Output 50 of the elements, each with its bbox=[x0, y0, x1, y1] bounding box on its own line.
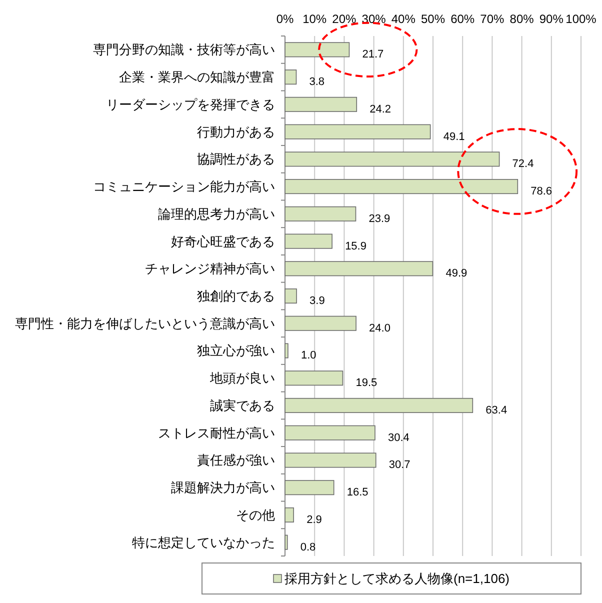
y-tick-label: 協調性がある bbox=[197, 152, 275, 167]
y-tick-label: 誠実である bbox=[210, 398, 275, 413]
y-tick-label: 特に想定していなかった bbox=[132, 534, 275, 550]
y-tick-label: 企業・業界への知識が豊富 bbox=[119, 70, 275, 85]
data-label: 49.9 bbox=[446, 268, 468, 280]
data-label: 30.4 bbox=[388, 432, 410, 444]
data-label: 78.6 bbox=[530, 186, 552, 198]
data-label: 0.8 bbox=[300, 541, 316, 554]
x-tick-label: 50% bbox=[420, 12, 446, 26]
x-tick-label: 40% bbox=[391, 12, 416, 26]
data-label: 15.9 bbox=[345, 240, 366, 252]
data-label: 24.2 bbox=[370, 103, 392, 116]
data-label: 16.5 bbox=[346, 486, 368, 499]
data-label: 1.0 bbox=[300, 350, 316, 362]
y-tick-label: ストレス耐性が高い bbox=[158, 425, 275, 440]
y-tick-label: 専門分野の知識・技術等が高い bbox=[93, 42, 275, 58]
x-tick-label: 20% bbox=[332, 12, 357, 26]
y-tick-label: その他 bbox=[236, 507, 275, 522]
x-tick-label: 70% bbox=[480, 12, 505, 26]
y-tick-label: 地頭が良い bbox=[209, 370, 275, 386]
legend: 採用方針として求める人物像(n=1,106) bbox=[202, 562, 582, 594]
data-label: 72.4 bbox=[512, 158, 534, 170]
x-tick-label: 80% bbox=[510, 12, 534, 26]
data-label: 2.9 bbox=[306, 514, 322, 526]
y-tick-label: 独立心が強い bbox=[197, 343, 275, 358]
data-label: 30.7 bbox=[388, 459, 410, 472]
y-tick-label: 行動力がある bbox=[197, 124, 275, 140]
y-tick-label: 論理的思考力が高い bbox=[158, 206, 275, 222]
y-tick-label: リーダーシップを発揮できる bbox=[106, 96, 275, 112]
y-tick-label: 課題解決力が高い bbox=[171, 480, 275, 496]
data-label: 3.9 bbox=[310, 295, 325, 307]
data-label: 24.0 bbox=[369, 322, 390, 334]
data-label: 49.1 bbox=[443, 130, 465, 143]
y-tick-label: チャレンジ精神が高い bbox=[145, 261, 275, 276]
x-tick-label: 0% bbox=[276, 12, 294, 26]
data-label: 19.5 bbox=[356, 377, 378, 390]
x-tick-label: 10% bbox=[302, 12, 327, 26]
x-tick-label: 60% bbox=[450, 12, 475, 26]
data-label: 3.8 bbox=[309, 76, 325, 88]
y-tick-label: コミュニケーション能力が高い bbox=[93, 179, 275, 194]
y-tick-label: 好奇心旺盛である bbox=[171, 234, 275, 249]
x-tick-label: 100% bbox=[566, 12, 597, 26]
legend-label: 採用方針として求める人物像(n=1,106) bbox=[284, 571, 510, 586]
y-tick-label: 独創的である bbox=[197, 288, 275, 304]
data-label: 63.4 bbox=[486, 404, 508, 416]
x-tick-label: 90% bbox=[539, 12, 564, 26]
y-tick-label: 専門性・能力を伸ばしたいという意識が高い bbox=[15, 316, 275, 331]
y-tick-label: 責任感が強い bbox=[197, 452, 275, 468]
data-label: 21.7 bbox=[362, 48, 384, 61]
data-label: 23.9 bbox=[368, 212, 390, 225]
